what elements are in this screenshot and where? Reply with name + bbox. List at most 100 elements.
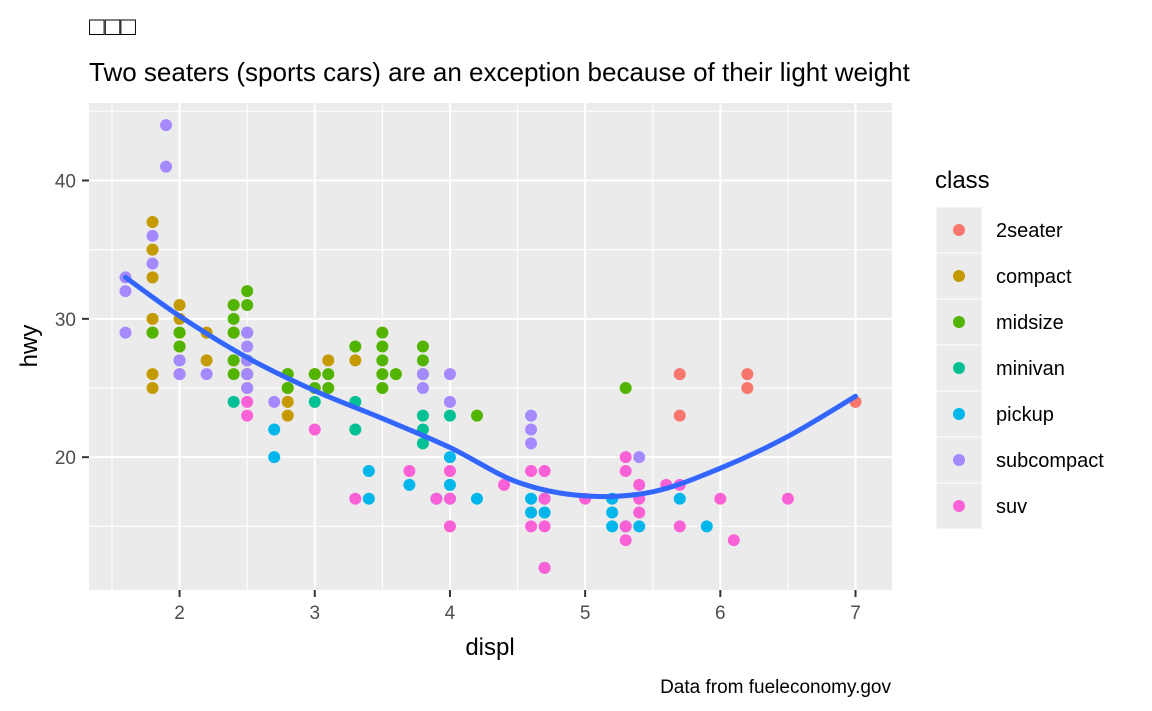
point-pickup — [525, 492, 538, 505]
point-suv — [538, 465, 551, 478]
point-midsize — [241, 285, 254, 298]
legend-item-subcompact: subcompact — [935, 436, 1104, 484]
point-2seater — [741, 382, 754, 395]
point-suv — [714, 492, 727, 505]
point-suv — [443, 492, 456, 505]
chart-subtitle: Two seaters (sports cars) are an excepti… — [89, 57, 911, 87]
point-subcompact — [525, 437, 538, 450]
point-suv — [525, 465, 538, 478]
point-pickup — [538, 506, 551, 519]
point-pickup — [633, 520, 646, 533]
point-suv — [308, 423, 321, 436]
point-suv — [633, 506, 646, 519]
point-midsize — [376, 368, 389, 381]
point-suv — [498, 478, 511, 491]
point-midsize — [322, 368, 335, 381]
point-midsize — [227, 368, 240, 381]
point-compact — [146, 243, 159, 256]
x-axis-title: displ — [465, 634, 514, 661]
point-compact — [322, 354, 335, 367]
point-midsize — [173, 340, 186, 353]
point-minivan — [416, 437, 429, 450]
point-subcompact — [525, 423, 538, 436]
point-subcompact — [525, 409, 538, 422]
legend-swatch — [953, 362, 965, 374]
point-subcompact — [160, 119, 173, 132]
grid-minor — [89, 103, 892, 590]
x-tick-label: 6 — [715, 603, 726, 624]
point-subcompact — [173, 354, 186, 367]
point-pickup — [700, 520, 713, 533]
point-midsize — [227, 326, 240, 339]
point-subcompact — [146, 229, 159, 242]
y-axis-title: hwy — [16, 325, 43, 368]
point-midsize — [619, 382, 632, 395]
point-suv — [525, 520, 538, 533]
point-pickup — [525, 506, 538, 519]
point-midsize — [146, 326, 159, 339]
legend-swatch — [953, 500, 965, 512]
point-subcompact — [416, 382, 429, 395]
legend-item-compact: compact — [935, 252, 1072, 300]
point-pickup — [673, 492, 686, 505]
point-midsize — [241, 298, 254, 311]
y-tick-label: 40 — [55, 171, 76, 192]
plot-panel — [89, 103, 892, 590]
legend-swatch — [953, 224, 965, 236]
legend-item-midsize: midsize — [935, 298, 1064, 346]
chart-title: □□□ — [89, 11, 136, 41]
legend-label: midsize — [996, 312, 1064, 334]
legend-label: minivan — [996, 358, 1065, 380]
point-midsize — [322, 382, 335, 395]
point-suv — [430, 492, 443, 505]
legend: 2seater compact midsize minivan pickup subcom… — [935, 206, 1104, 530]
point-suv — [241, 409, 254, 422]
point-suv — [619, 534, 632, 547]
legend-item-suv: suv — [935, 482, 1027, 530]
point-compact — [200, 354, 213, 367]
point-compact — [146, 368, 159, 381]
point-2seater — [673, 368, 686, 381]
legend-swatch — [953, 408, 965, 420]
point-compact — [146, 312, 159, 325]
legend-label: 2seater — [996, 220, 1063, 242]
point-pickup — [268, 451, 281, 464]
point-compact — [146, 271, 159, 284]
legend-swatch — [953, 270, 965, 282]
point-midsize — [308, 368, 321, 381]
point-suv — [673, 520, 686, 533]
point-pickup — [443, 478, 456, 491]
x-axis: 2 3 4 5 6 7 — [174, 590, 861, 624]
point-midsize — [281, 382, 294, 395]
point-suv — [403, 465, 416, 478]
x-tick-label: 5 — [580, 603, 591, 624]
point-pickup — [443, 451, 456, 464]
point-pickup — [606, 506, 619, 519]
point-subcompact — [241, 382, 254, 395]
grid-major — [89, 103, 892, 590]
point-midsize — [416, 354, 429, 367]
legend-swatch — [953, 454, 965, 466]
point-subcompact — [146, 257, 159, 270]
x-tick-label: 2 — [174, 603, 185, 624]
point-subcompact — [160, 160, 173, 173]
point-subcompact — [416, 368, 429, 381]
chart-caption: Data from fueleconomy.gov — [660, 677, 891, 698]
x-tick-label: 4 — [445, 603, 456, 624]
point-subcompact — [200, 368, 213, 381]
point-midsize — [376, 326, 389, 339]
point-subcompact — [443, 395, 456, 408]
point-suv — [619, 465, 632, 478]
point-midsize — [173, 326, 186, 339]
point-midsize — [389, 368, 402, 381]
point-suv — [538, 520, 551, 533]
point-midsize — [376, 382, 389, 395]
point-compact — [349, 354, 362, 367]
point-minivan — [416, 409, 429, 422]
smooth-trend-line — [123, 274, 858, 500]
x-tick-label: 7 — [850, 603, 861, 624]
legend-label: compact — [996, 266, 1072, 288]
legend-item-pickup: pickup — [935, 390, 1054, 438]
point-subcompact — [241, 326, 254, 339]
point-midsize — [227, 354, 240, 367]
